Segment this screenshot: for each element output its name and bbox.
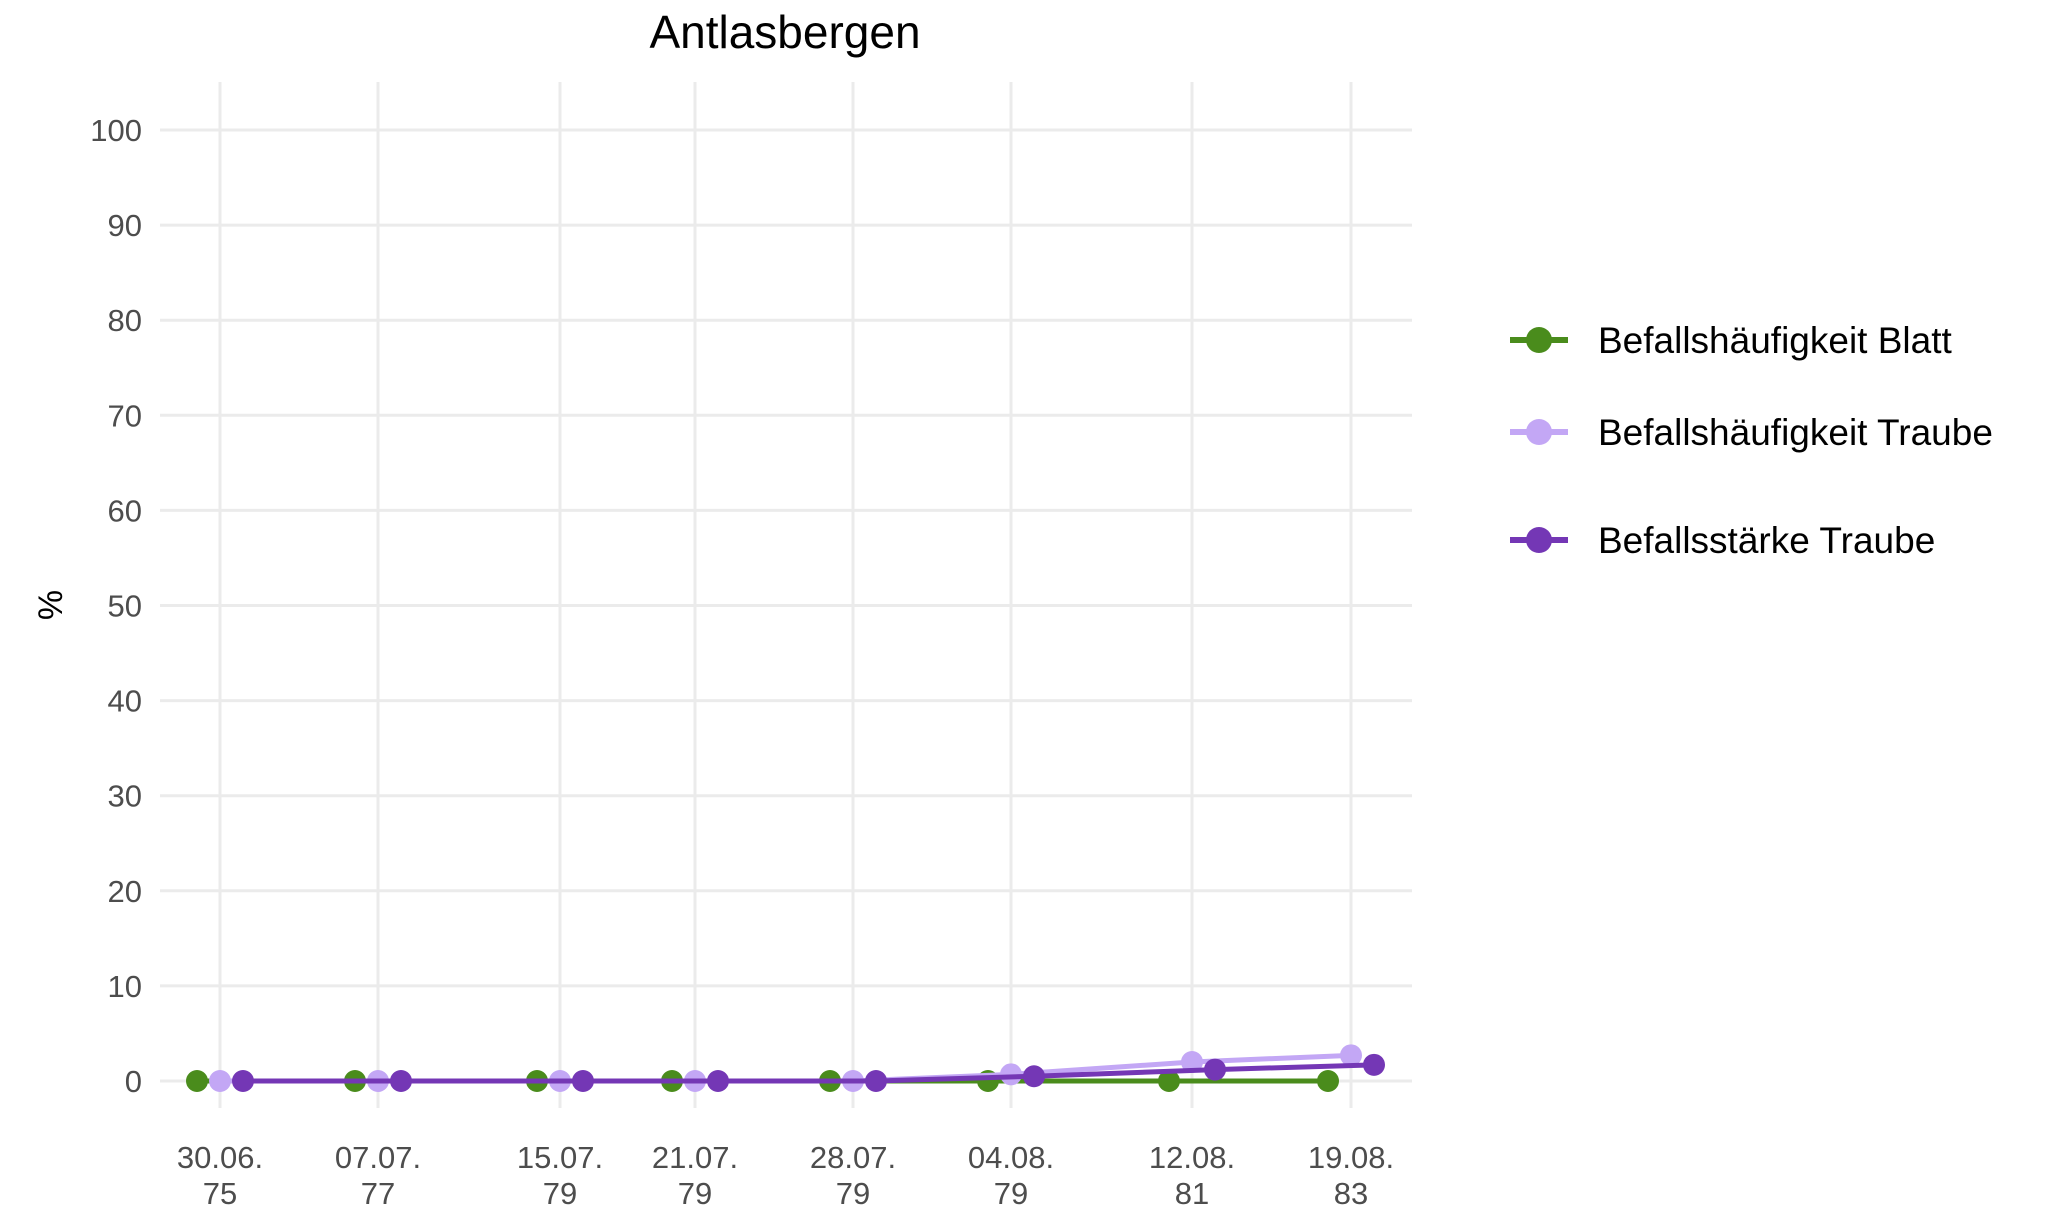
y-axis-label: % xyxy=(32,590,70,620)
x-tick-label: 30.06. 75 xyxy=(177,1140,263,1208)
y-tick-label: 50 xyxy=(108,589,142,624)
legend-item: Befallshäufigkeit Blatt xyxy=(1510,320,1952,361)
data-point xyxy=(1000,1063,1022,1086)
legend-label: Befallsstärke Traube xyxy=(1598,520,1935,561)
y-tick-label: 10 xyxy=(108,969,142,1004)
legend: Befallshäufigkeit Blatt Befallshäufigkeit… xyxy=(1510,320,1993,561)
data-point xyxy=(232,1070,254,1092)
x-tick-label: 12.08. 81 xyxy=(1149,1140,1235,1208)
legend-item: Befallsstärke Traube xyxy=(1510,520,1935,561)
legend-label: Befallshäufigkeit Traube xyxy=(1598,412,1993,453)
y-tick-label: 100 xyxy=(90,113,142,148)
y-tick-label: 70 xyxy=(108,398,142,433)
legend-marker xyxy=(1526,327,1552,353)
data-point xyxy=(390,1070,412,1092)
series-line xyxy=(220,1052,1352,1084)
data-point xyxy=(1181,1050,1203,1073)
legend-marker xyxy=(1526,527,1552,553)
data-point xyxy=(1317,1070,1339,1092)
x-tick-label: 07.07. 77 xyxy=(335,1140,421,1208)
legend-label: Befallshäufigkeit Blatt xyxy=(1598,320,1952,361)
grid xyxy=(160,82,1412,1108)
data-point xyxy=(1158,1070,1180,1092)
chart-title: Antlasbergen xyxy=(649,6,920,58)
x-tick-label: 21.07. 79 xyxy=(652,1140,738,1208)
y-tick-label: 90 xyxy=(108,208,142,243)
x-tick-label: 04.08. 79 xyxy=(968,1140,1054,1208)
y-axis-ticks: 0 10 20 30 40 50 60 70 80 90 100 xyxy=(90,113,142,1099)
y-tick-label: 60 xyxy=(108,493,142,528)
data-point xyxy=(186,1070,208,1092)
y-tick-label: 30 xyxy=(108,779,142,814)
data-point xyxy=(707,1070,729,1092)
data-point xyxy=(1204,1058,1226,1081)
x-tick-label: 19.08. 83 xyxy=(1308,1140,1394,1208)
y-tick-label: 20 xyxy=(108,874,142,909)
data-point xyxy=(865,1070,887,1092)
data-point xyxy=(572,1070,594,1092)
series-lines xyxy=(186,1044,1385,1092)
data-point xyxy=(1363,1053,1385,1076)
data-point xyxy=(1340,1044,1362,1067)
data-point xyxy=(209,1070,231,1092)
y-tick-label: 80 xyxy=(108,303,142,338)
x-tick-label: 15.07. 79 xyxy=(517,1140,603,1208)
legend-item: Befallshäufigkeit Traube xyxy=(1510,412,1993,453)
legend-marker xyxy=(1526,419,1552,445)
y-tick-label: 40 xyxy=(108,684,142,719)
y-tick-label: 0 xyxy=(125,1064,142,1099)
x-tick-label: 28.07. 79 xyxy=(810,1140,896,1208)
data-point xyxy=(1023,1065,1045,1088)
series-line xyxy=(243,1062,1375,1084)
x-axis-ticks: 30.06. 75 07.07. 77 15.07. 79 21.07. 79 28.07. 79… xyxy=(177,1140,1394,1208)
